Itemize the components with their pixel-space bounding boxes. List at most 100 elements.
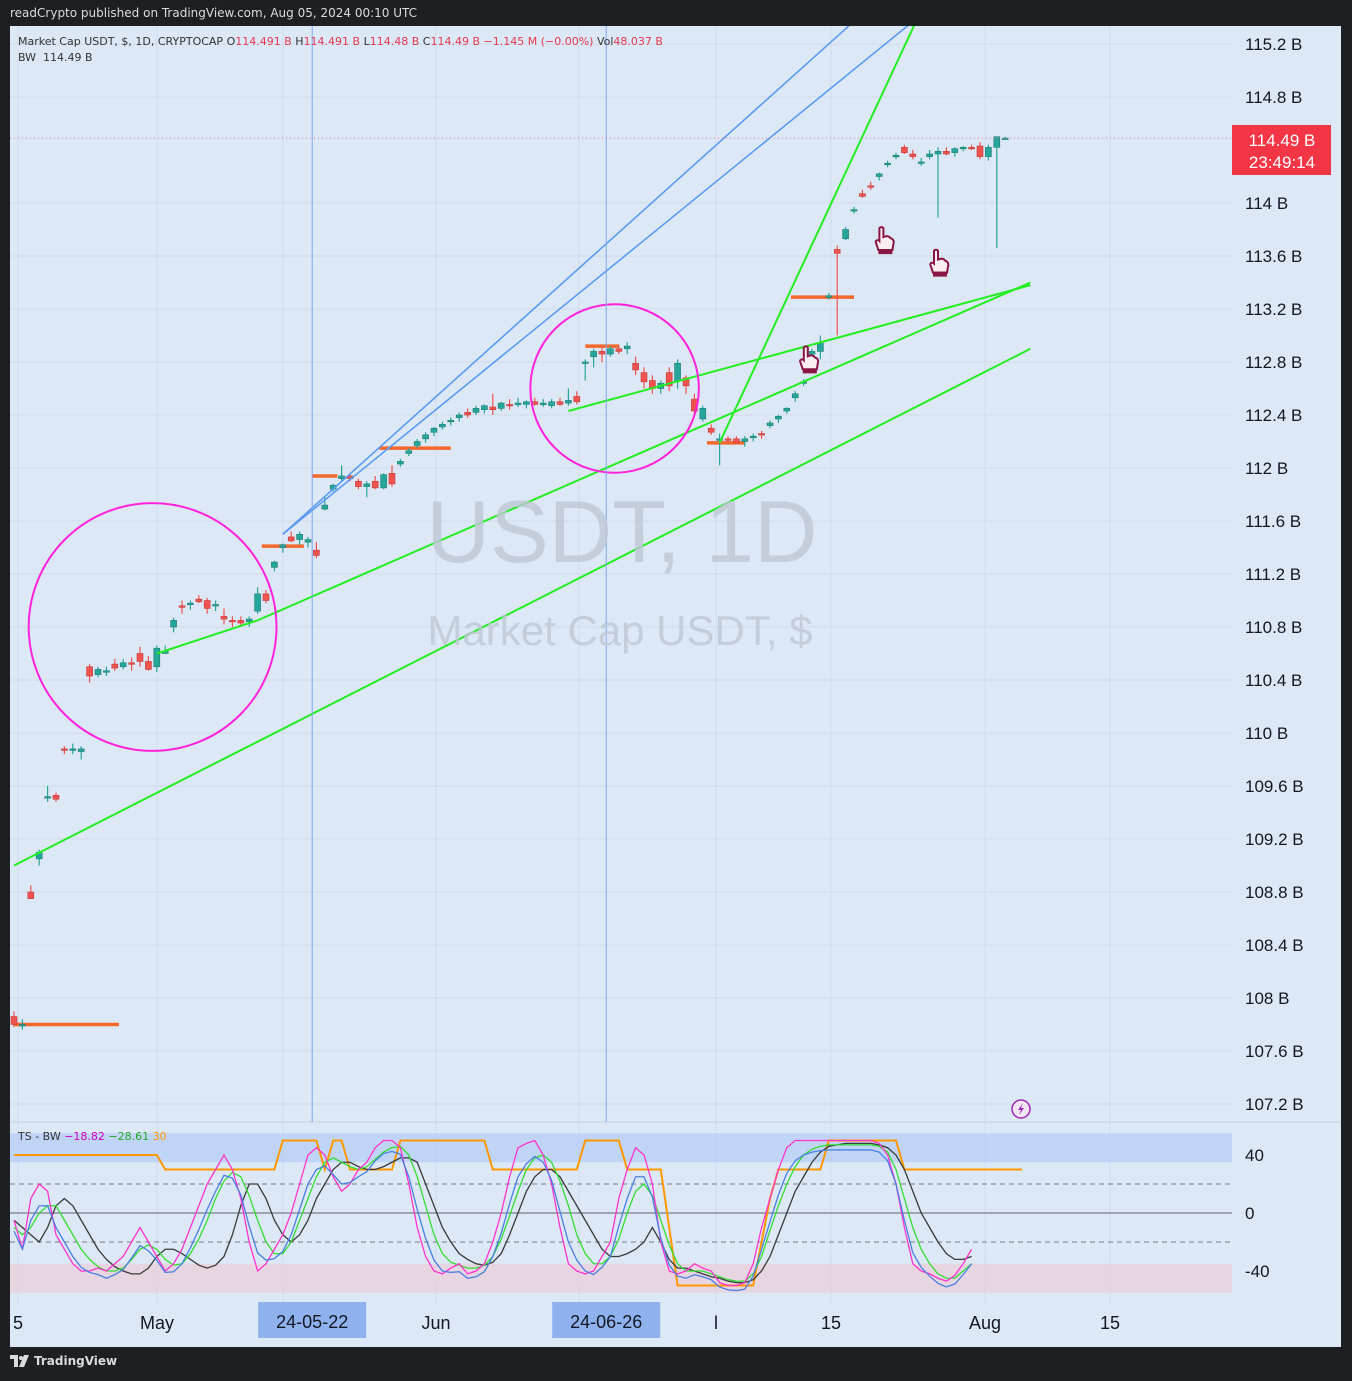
tradingview-logo-icon <box>10 1355 29 1367</box>
candle <box>481 404 488 414</box>
candle <box>850 206 858 214</box>
indicator-level-label: 0 <box>1245 1204 1254 1223</box>
candle-body <box>371 480 379 489</box>
date-tag-label: 24-05-22 <box>276 1312 348 1332</box>
hand-markers <box>799 226 950 374</box>
candle <box>926 150 933 160</box>
candle <box>976 142 984 160</box>
candle-body <box>783 408 791 412</box>
candle <box>94 666 102 678</box>
change-value: −1.145 M (−0.00%) <box>483 35 594 48</box>
candle-body <box>523 401 530 405</box>
candle <box>254 587 261 614</box>
candle-body <box>136 653 144 662</box>
lightning-icon <box>1011 1099 1031 1119</box>
candles <box>10 136 1009 1030</box>
y-tick-label: 112.8 B <box>1245 353 1302 372</box>
candle-body <box>909 153 917 157</box>
chart-frame[interactable] <box>10 26 1341 1347</box>
candle-body <box>497 402 505 409</box>
candle <box>917 157 925 166</box>
candle-body <box>993 136 1001 148</box>
candle-body <box>380 474 387 489</box>
vol-label: Vol <box>596 35 614 48</box>
candle <box>640 367 648 389</box>
candle <box>758 430 765 439</box>
candle-body <box>52 794 60 800</box>
y-tick-label: 112.4 B <box>1245 406 1302 425</box>
candle <box>405 448 413 457</box>
candle <box>430 426 438 437</box>
oscillator-panel: 40 0 -40 <box>10 1133 1270 1293</box>
candle-body <box>506 404 513 407</box>
pointing-hand-icon <box>929 248 950 277</box>
fast-line <box>13 1139 973 1287</box>
candle-body <box>279 544 287 548</box>
brand-name: TradingView <box>34 1354 118 1368</box>
candle <box>489 393 497 415</box>
candle <box>707 424 715 435</box>
candle-body <box>287 536 295 542</box>
candle <box>565 388 572 406</box>
candle <box>724 436 732 445</box>
y-tick-label: 111.2 B <box>1245 565 1301 584</box>
candle <box>892 152 900 160</box>
candle <box>514 397 522 408</box>
candle <box>61 746 68 755</box>
candle-body <box>934 151 942 155</box>
candle-body <box>850 209 858 212</box>
y-tick-label: 115.2 B <box>1245 35 1302 54</box>
x-tick-label: Jun <box>421 1313 450 1333</box>
high-label: H <box>295 35 304 48</box>
price-tag-value: 114.49 B <box>1249 131 1316 150</box>
candle <box>212 600 219 612</box>
candle-body <box>825 295 833 298</box>
candle <box>279 543 287 553</box>
y-tick-label: 114 B <box>1245 194 1288 213</box>
candle <box>296 531 303 545</box>
candle-body <box>590 351 597 357</box>
candle-body <box>170 620 177 628</box>
candle-body <box>968 147 975 150</box>
candle-body <box>741 438 749 442</box>
candle-body <box>917 161 925 164</box>
candle <box>943 147 950 156</box>
candle-body <box>195 598 203 603</box>
low-label: L <box>363 35 370 48</box>
candle <box>119 658 127 670</box>
candle-body <box>19 1024 26 1027</box>
candle-body <box>220 616 228 620</box>
publisher-line: readCrypto published on TradingView.com,… <box>10 6 418 20</box>
candle <box>867 181 875 190</box>
candle-body <box>439 423 446 428</box>
candle-body <box>867 185 875 188</box>
candle-body <box>674 363 681 381</box>
price-tag-box <box>1232 125 1331 175</box>
candle-body <box>749 435 757 439</box>
candle <box>355 478 362 490</box>
candle-body <box>430 427 438 433</box>
indicator-name: TS - BW <box>18 1130 61 1143</box>
vol-value: 48.037 B <box>613 35 663 48</box>
candle-body <box>1001 137 1009 140</box>
green-trend-line <box>718 26 915 444</box>
x-tick-label: May <box>140 1313 174 1333</box>
candle-body <box>296 533 303 540</box>
candle-body <box>397 461 404 465</box>
candle-body <box>985 147 992 157</box>
candle-body <box>943 151 950 155</box>
candle-body <box>926 153 933 157</box>
candle <box>413 438 421 449</box>
candle-body <box>699 408 707 420</box>
candle <box>464 408 471 418</box>
x-tick-label: 15 <box>1100 1313 1120 1333</box>
candle-body <box>313 549 320 556</box>
candle-body <box>145 661 152 670</box>
y-tick-label: 113.2 B <box>1245 300 1302 319</box>
candle <box>10 1011 18 1028</box>
candle-body <box>514 402 522 405</box>
candle <box>901 144 908 154</box>
candle <box>103 666 110 677</box>
candle-body <box>901 147 908 153</box>
